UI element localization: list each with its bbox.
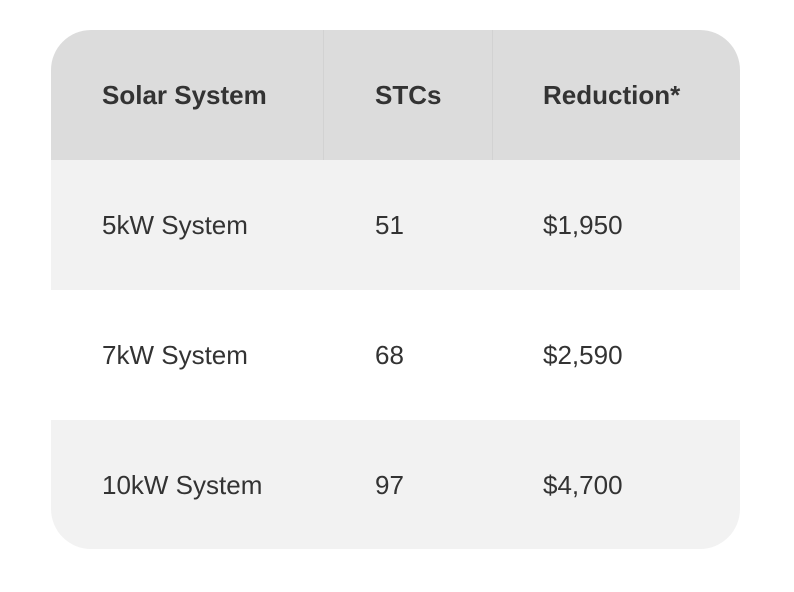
table-cell: $2,590 — [543, 339, 623, 370]
table-cell: 51 — [375, 209, 404, 240]
table-cell: $1,950 — [543, 209, 623, 240]
table-row: 5kW System 51 $1,950 — [51, 160, 740, 290]
table-row: 7kW System 68 $2,590 — [51, 290, 740, 420]
table-cell: 7kW System — [102, 339, 248, 370]
column-separator — [323, 30, 324, 160]
column-separator — [492, 30, 493, 160]
table-cell: 68 — [375, 339, 404, 370]
table-row: 10kW System 97 $4,700 — [51, 420, 740, 549]
table-cell: 10kW System — [102, 469, 263, 500]
table-cell: 5kW System — [102, 209, 248, 240]
header-cell: STCs — [375, 79, 442, 110]
header-cell: Reduction* — [543, 79, 681, 110]
header-row: Solar System STCs Reduction* — [51, 30, 740, 160]
table-cell: 97 — [375, 469, 404, 500]
table: Solar System STCs Reduction* 5kW System 51 $1… — [51, 30, 740, 549]
table-cell: $4,700 — [543, 469, 623, 500]
header-cell: Solar System — [102, 79, 267, 110]
